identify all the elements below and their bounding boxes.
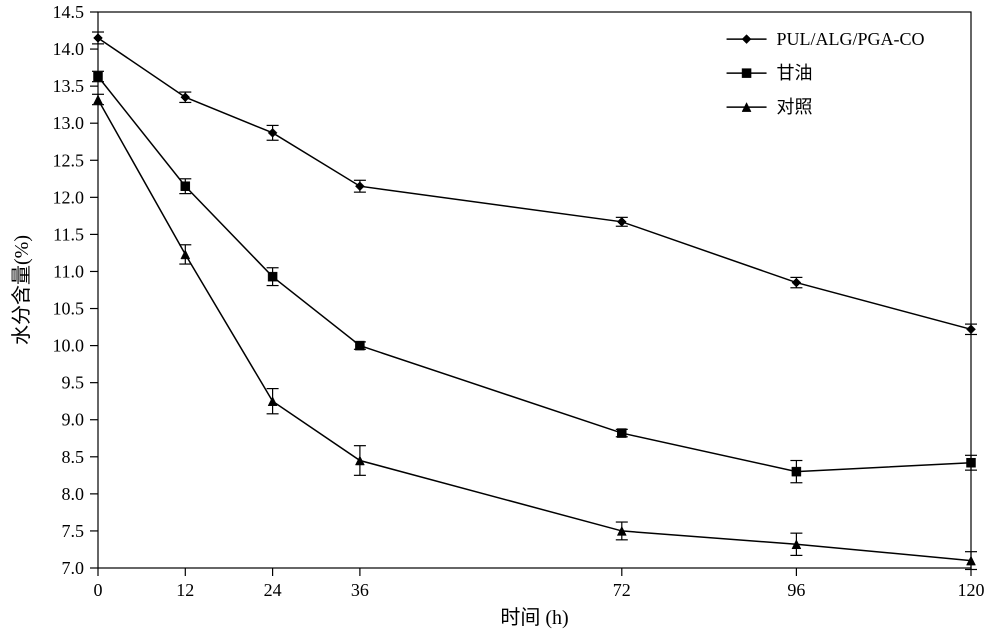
legend-label: 甘油 xyxy=(777,63,813,83)
series-marker xyxy=(967,458,976,467)
y-tick-label: 8.5 xyxy=(62,447,85,467)
y-tick-label: 11.0 xyxy=(53,261,84,281)
series-marker xyxy=(792,467,801,476)
x-tick-label: 12 xyxy=(176,580,194,600)
y-tick-label: 9.5 xyxy=(62,373,85,393)
line-chart: 0 12 24 36 72 96 120 时间 (h) 7.0 7.5 8.0 8.5 9.0 9.5 10… xyxy=(0,0,1000,641)
y-tick-label: 13.0 xyxy=(53,113,85,133)
y-tick-label: 7.0 xyxy=(62,558,85,578)
x-tick-label: 36 xyxy=(351,580,369,600)
y-tick-label: 10.5 xyxy=(53,299,85,319)
series-marker xyxy=(355,341,364,350)
y-tick-label: 12.5 xyxy=(53,150,85,170)
x-tick-label: 96 xyxy=(787,580,805,600)
y-tick-label: 14.0 xyxy=(53,39,85,59)
series-marker xyxy=(268,272,277,281)
y-tick-label: 14.5 xyxy=(53,2,85,22)
series-marker xyxy=(94,72,103,81)
x-axis-label: 时间 (h) xyxy=(500,606,568,629)
series-marker xyxy=(617,429,626,438)
x-tick-label: 0 xyxy=(94,580,103,600)
legend-label: PUL/ALG/PGA-CO xyxy=(777,29,925,49)
y-axis-label: 水分含量(%) xyxy=(10,235,33,345)
y-tick-label: 7.5 xyxy=(62,521,85,541)
y-tick-label: 10.0 xyxy=(53,336,85,356)
y-tick-label: 11.5 xyxy=(53,224,84,244)
series-marker xyxy=(181,182,190,191)
y-tick-label: 9.0 xyxy=(62,410,85,430)
x-tick-label: 72 xyxy=(613,580,631,600)
legend-marker xyxy=(742,69,751,78)
y-tick-label: 8.0 xyxy=(62,484,85,504)
y-tick-label: 13.5 xyxy=(53,76,85,96)
y-tick-label: 12.0 xyxy=(53,187,85,207)
legend-label: 对照 xyxy=(777,97,813,117)
x-tick-label: 24 xyxy=(264,580,282,600)
x-tick-label: 120 xyxy=(958,580,985,600)
chart-container: 0 12 24 36 72 96 120 时间 (h) 7.0 7.5 8.0 8.5 9.0 9.5 10… xyxy=(0,0,1000,641)
